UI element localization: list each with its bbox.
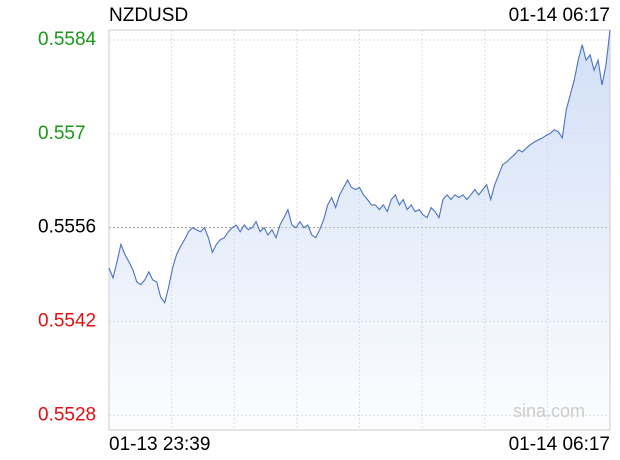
y-tick-label: 0.5584 — [38, 29, 97, 50]
x-tick-label: 01-13 23:39 — [109, 434, 210, 455]
area — [109, 30, 610, 430]
y-tick-label: 0.5542 — [38, 310, 96, 331]
watermark: sina.com — [513, 401, 585, 421]
y-tick-label: 0.5556 — [38, 217, 96, 238]
time-label: 01-14 06:17 — [509, 5, 610, 26]
chart-title: NZDUSD — [109, 5, 188, 26]
plot-frame — [108, 29, 611, 431]
y-tick-label: 0.5528 — [38, 404, 96, 425]
y-tick-label: 0.557 — [38, 123, 86, 144]
price-line — [108, 29, 611, 304]
x-tick-label: 01-14 06:17 — [509, 434, 610, 455]
